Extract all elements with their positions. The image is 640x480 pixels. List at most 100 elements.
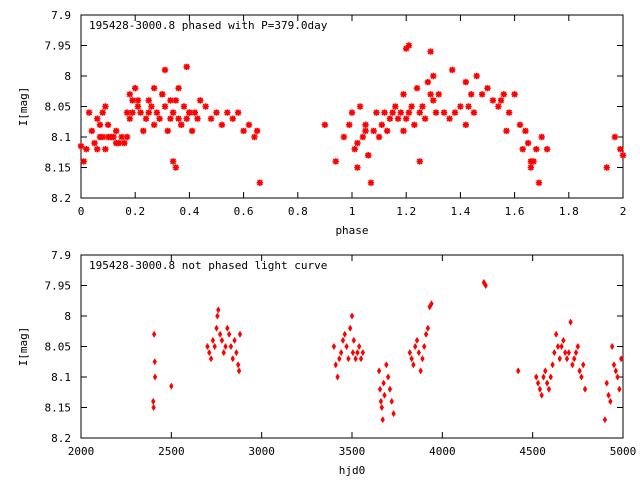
data-point — [570, 361, 575, 369]
data-point — [126, 115, 133, 122]
data-point — [389, 109, 396, 116]
data-point — [559, 342, 564, 351]
data-point — [346, 355, 351, 363]
data-point — [229, 115, 236, 122]
data-point — [516, 121, 524, 128]
data-point — [167, 97, 174, 104]
data-point — [377, 385, 383, 393]
data-point — [230, 355, 235, 363]
data-point — [94, 115, 101, 122]
data-point — [457, 103, 464, 110]
x-tick-label: 4500 — [519, 445, 546, 458]
data-point — [194, 115, 201, 122]
data-point — [126, 91, 133, 98]
data-point — [362, 121, 369, 128]
data-point — [256, 179, 264, 186]
data-point — [150, 85, 158, 92]
data-point — [613, 367, 618, 375]
data-point — [376, 367, 382, 375]
data-point — [546, 385, 552, 393]
data-point — [99, 109, 106, 116]
x-tick-label: 1.2 — [396, 205, 416, 218]
data-point — [337, 355, 342, 363]
phased-light-curve-panel: 0 0.2 0.4 0.6 0.8 1 1.2 1.4 1.6 1.8 2 7.9 7.95 8 8.05 8… — [17, 9, 626, 237]
data-point — [85, 109, 93, 116]
data-point — [333, 361, 338, 369]
data-point — [541, 373, 546, 381]
x-tick-label: 3500 — [339, 445, 366, 458]
data-point — [579, 373, 584, 381]
data-point — [533, 146, 540, 153]
data-point — [344, 342, 349, 351]
data-point — [94, 146, 101, 153]
data-point — [236, 367, 242, 375]
data-point — [360, 349, 366, 357]
data-point — [129, 109, 136, 116]
data-point — [405, 109, 413, 116]
y-axis-label: I[mag] — [17, 327, 30, 367]
data-point — [228, 342, 234, 351]
data-point — [389, 397, 394, 405]
data-point — [378, 121, 386, 128]
x-tick-label: 0.6 — [234, 205, 254, 218]
data-point — [478, 91, 486, 98]
data-point — [617, 146, 624, 153]
data-point — [113, 139, 120, 147]
axis-ticks: 2000 2500 3000 3500 4000 4500 5000 7.9 7.95 8 8.05… — [45, 249, 637, 458]
data-point — [221, 349, 226, 357]
data-point — [440, 109, 448, 116]
data-point — [346, 121, 353, 128]
data-point — [380, 416, 385, 424]
data-point — [224, 109, 231, 116]
data-point — [353, 355, 358, 363]
data-point — [430, 72, 437, 80]
data-point — [123, 133, 131, 141]
data-point — [232, 336, 237, 344]
data-points — [151, 278, 624, 424]
data-point — [537, 385, 543, 393]
data-point — [473, 72, 480, 80]
data-point — [188, 127, 196, 135]
data-point — [489, 97, 497, 104]
data-point — [175, 85, 182, 92]
data-point — [362, 127, 369, 135]
data-point — [234, 109, 242, 116]
y-tick-label: 8.2 — [51, 192, 71, 205]
data-point — [405, 42, 413, 49]
data-point — [387, 385, 393, 393]
data-point — [615, 373, 620, 381]
y-tick-label: 7.9 — [51, 249, 71, 262]
data-point — [134, 103, 142, 110]
data-point — [172, 164, 180, 171]
data-point — [519, 146, 526, 153]
data-point — [515, 367, 521, 375]
data-point — [561, 336, 566, 344]
data-point — [218, 121, 226, 128]
data-point — [550, 361, 555, 369]
data-point — [350, 349, 356, 357]
data-point — [413, 85, 421, 92]
data-point — [618, 355, 624, 363]
data-point — [407, 349, 413, 357]
x-tick-label: 4000 — [429, 445, 456, 458]
x-axis-label: hjd0 — [339, 464, 366, 477]
data-point — [191, 109, 199, 116]
y-tick-label: 8.1 — [51, 131, 71, 144]
data-point — [400, 127, 407, 135]
data-point — [145, 109, 152, 116]
data-point — [110, 133, 117, 141]
data-point — [172, 97, 180, 104]
data-point — [348, 109, 356, 116]
data-point — [237, 330, 243, 338]
y-axis-label: I[mag] — [17, 87, 30, 127]
data-point — [321, 121, 329, 128]
data-point — [217, 330, 223, 338]
data-point — [121, 139, 128, 147]
data-point — [159, 91, 166, 98]
data-point — [367, 179, 375, 186]
data-point — [96, 133, 104, 141]
x-tick-label: 2 — [620, 205, 627, 218]
data-point — [384, 361, 389, 369]
data-point — [427, 91, 434, 98]
data-point — [411, 121, 418, 128]
